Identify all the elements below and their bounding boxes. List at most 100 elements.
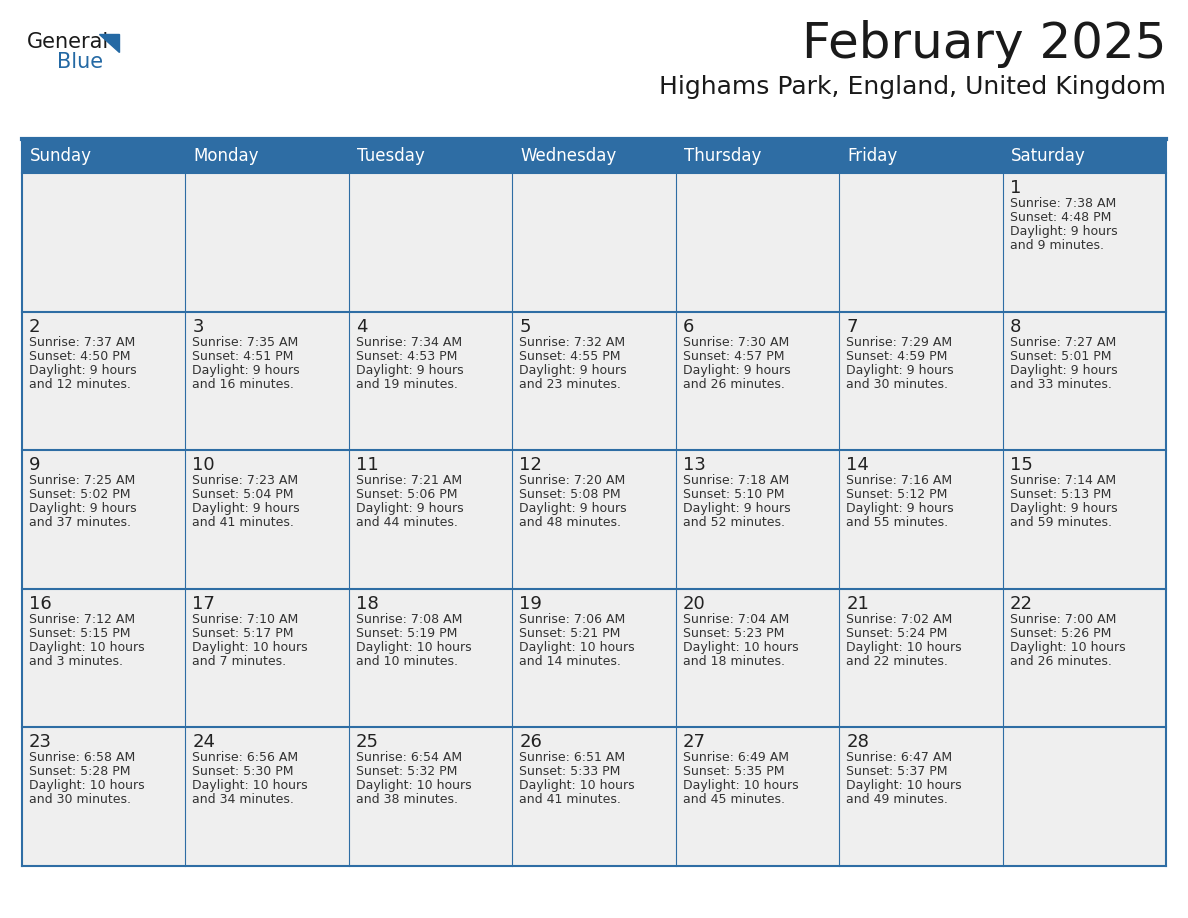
Text: and 38 minutes.: and 38 minutes. <box>356 793 457 806</box>
Text: and 41 minutes.: and 41 minutes. <box>519 793 621 806</box>
Text: Daylight: 9 hours: Daylight: 9 hours <box>356 364 463 376</box>
Text: Sunset: 5:35 PM: Sunset: 5:35 PM <box>683 766 784 778</box>
Text: Daylight: 10 hours: Daylight: 10 hours <box>29 779 145 792</box>
Bar <box>349 139 512 173</box>
Text: Wednesday: Wednesday <box>520 147 617 165</box>
Bar <box>23 588 185 727</box>
Bar <box>1003 450 1165 588</box>
Text: Sunrise: 7:21 AM: Sunrise: 7:21 AM <box>356 475 462 487</box>
Text: Sunset: 5:32 PM: Sunset: 5:32 PM <box>356 766 457 778</box>
Text: Sunrise: 7:38 AM: Sunrise: 7:38 AM <box>1010 197 1116 210</box>
Text: Daylight: 9 hours: Daylight: 9 hours <box>29 364 137 376</box>
Text: Sunset: 5:15 PM: Sunset: 5:15 PM <box>29 627 131 640</box>
Bar <box>185 139 349 173</box>
Text: Sunset: 5:24 PM: Sunset: 5:24 PM <box>846 627 948 640</box>
Text: Sunrise: 7:10 AM: Sunrise: 7:10 AM <box>192 613 298 626</box>
Text: 6: 6 <box>683 318 694 336</box>
Text: Sunset: 4:50 PM: Sunset: 4:50 PM <box>29 350 131 363</box>
Text: and 45 minutes.: and 45 minutes. <box>683 793 785 806</box>
Text: 4: 4 <box>356 318 367 336</box>
Text: Daylight: 10 hours: Daylight: 10 hours <box>356 779 472 792</box>
Text: Sunset: 5:13 PM: Sunset: 5:13 PM <box>1010 488 1111 501</box>
Text: Sunrise: 7:27 AM: Sunrise: 7:27 AM <box>1010 336 1116 349</box>
Text: Sunrise: 7:20 AM: Sunrise: 7:20 AM <box>519 475 626 487</box>
Bar <box>839 727 1003 866</box>
Bar <box>512 173 676 311</box>
Bar <box>185 311 349 450</box>
Text: Sunrise: 7:32 AM: Sunrise: 7:32 AM <box>519 336 625 349</box>
Text: Daylight: 10 hours: Daylight: 10 hours <box>519 641 634 654</box>
Text: Daylight: 9 hours: Daylight: 9 hours <box>1010 502 1117 515</box>
Text: and 9 minutes.: and 9 minutes. <box>1010 239 1104 252</box>
Text: Sunday: Sunday <box>30 147 91 165</box>
Text: and 7 minutes.: and 7 minutes. <box>192 655 286 667</box>
Text: Sunrise: 6:47 AM: Sunrise: 6:47 AM <box>846 752 953 765</box>
Text: Sunrise: 6:56 AM: Sunrise: 6:56 AM <box>192 752 298 765</box>
Text: Sunset: 4:55 PM: Sunset: 4:55 PM <box>519 350 621 363</box>
Text: Friday: Friday <box>847 147 897 165</box>
Text: Sunset: 5:02 PM: Sunset: 5:02 PM <box>29 488 131 501</box>
Text: Daylight: 10 hours: Daylight: 10 hours <box>356 641 472 654</box>
Text: and 16 minutes.: and 16 minutes. <box>192 377 295 390</box>
Bar <box>839 311 1003 450</box>
Text: Sunset: 5:26 PM: Sunset: 5:26 PM <box>1010 627 1111 640</box>
Text: Sunset: 5:06 PM: Sunset: 5:06 PM <box>356 488 457 501</box>
Text: 20: 20 <box>683 595 706 613</box>
Text: Sunrise: 7:30 AM: Sunrise: 7:30 AM <box>683 336 789 349</box>
Bar <box>23 311 185 450</box>
Text: 3: 3 <box>192 318 204 336</box>
Text: 28: 28 <box>846 733 868 752</box>
Text: Monday: Monday <box>194 147 259 165</box>
Text: Daylight: 9 hours: Daylight: 9 hours <box>192 364 301 376</box>
Text: Sunrise: 7:08 AM: Sunrise: 7:08 AM <box>356 613 462 626</box>
Bar <box>676 727 839 866</box>
Text: 14: 14 <box>846 456 868 475</box>
Text: Sunset: 5:21 PM: Sunset: 5:21 PM <box>519 627 620 640</box>
Text: Daylight: 10 hours: Daylight: 10 hours <box>29 641 145 654</box>
Bar <box>1003 139 1165 173</box>
Text: and 41 minutes.: and 41 minutes. <box>192 516 295 529</box>
Bar <box>1003 727 1165 866</box>
Text: 2: 2 <box>29 318 40 336</box>
Bar <box>512 450 676 588</box>
Text: Sunrise: 6:49 AM: Sunrise: 6:49 AM <box>683 752 789 765</box>
Text: and 22 minutes.: and 22 minutes. <box>846 655 948 667</box>
Bar <box>676 173 839 311</box>
Text: Tuesday: Tuesday <box>356 147 424 165</box>
Bar <box>185 588 349 727</box>
Text: Daylight: 10 hours: Daylight: 10 hours <box>683 779 798 792</box>
Text: Sunset: 4:48 PM: Sunset: 4:48 PM <box>1010 211 1111 224</box>
Text: Blue: Blue <box>57 52 103 72</box>
Text: Sunrise: 6:51 AM: Sunrise: 6:51 AM <box>519 752 625 765</box>
Text: 23: 23 <box>29 733 52 752</box>
Text: 9: 9 <box>29 456 40 475</box>
Text: and 26 minutes.: and 26 minutes. <box>1010 655 1112 667</box>
Text: Sunrise: 6:54 AM: Sunrise: 6:54 AM <box>356 752 462 765</box>
Text: Thursday: Thursday <box>684 147 762 165</box>
Text: Daylight: 9 hours: Daylight: 9 hours <box>846 502 954 515</box>
Text: 19: 19 <box>519 595 542 613</box>
Bar <box>185 450 349 588</box>
Bar <box>1003 588 1165 727</box>
Text: and 48 minutes.: and 48 minutes. <box>519 516 621 529</box>
Bar <box>349 450 512 588</box>
Text: Sunrise: 7:00 AM: Sunrise: 7:00 AM <box>1010 613 1116 626</box>
Text: Daylight: 10 hours: Daylight: 10 hours <box>192 641 308 654</box>
Text: Daylight: 10 hours: Daylight: 10 hours <box>846 779 962 792</box>
Text: and 44 minutes.: and 44 minutes. <box>356 516 457 529</box>
Text: 21: 21 <box>846 595 868 613</box>
Text: 13: 13 <box>683 456 706 475</box>
Text: Saturday: Saturday <box>1011 147 1086 165</box>
Bar <box>676 311 839 450</box>
Text: 15: 15 <box>1010 456 1032 475</box>
Bar <box>185 173 349 311</box>
Text: and 55 minutes.: and 55 minutes. <box>846 516 948 529</box>
Text: Sunrise: 7:06 AM: Sunrise: 7:06 AM <box>519 613 626 626</box>
Text: Sunrise: 7:25 AM: Sunrise: 7:25 AM <box>29 475 135 487</box>
Text: Daylight: 10 hours: Daylight: 10 hours <box>1010 641 1125 654</box>
Text: Sunrise: 7:02 AM: Sunrise: 7:02 AM <box>846 613 953 626</box>
Bar <box>349 588 512 727</box>
Text: Daylight: 9 hours: Daylight: 9 hours <box>1010 225 1117 238</box>
Text: 16: 16 <box>29 595 52 613</box>
Text: Daylight: 9 hours: Daylight: 9 hours <box>519 502 627 515</box>
